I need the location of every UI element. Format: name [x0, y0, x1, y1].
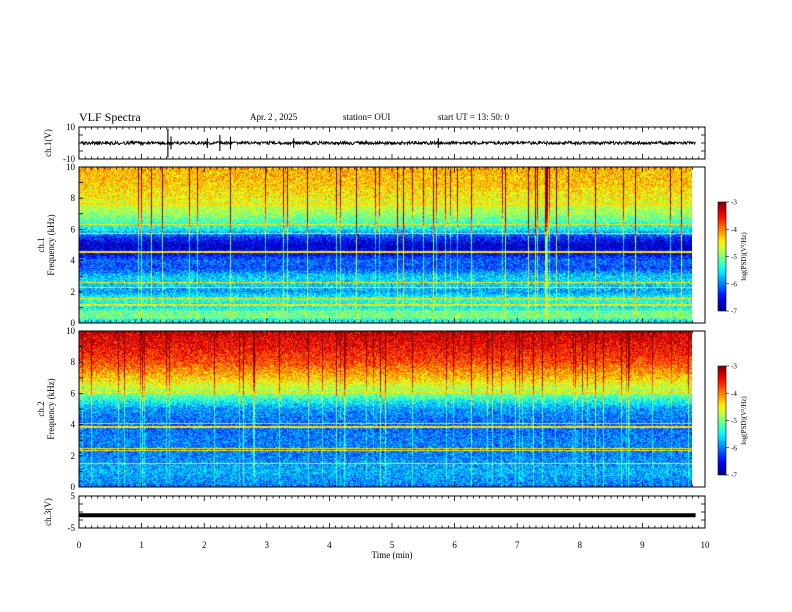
ch1-spectrogram-y-tick-label: 10 [66, 162, 76, 172]
ch1-waveform-trace [79, 139, 696, 147]
ch2-spectrogram-ylabel: Frequency (kHz) [46, 378, 56, 439]
ch1-spectrogram-y-tick-label: 6 [71, 224, 76, 234]
ch1-spectrogram-frame [78, 166, 706, 324]
ch2-spectrogram-colorbar-tick-label: -5 [731, 417, 737, 425]
station-label: station= OUI [343, 112, 391, 122]
ch1-waveform-y-tick-label: -10 [63, 154, 75, 164]
ch2-spectrogram-y-tick-label: 0 [71, 482, 76, 492]
ch1-waveform-ylabel: ch.1(V) [43, 129, 53, 157]
date-label: Apr. 2 , 2025 [250, 112, 298, 122]
x-tick-label: 3 [265, 540, 270, 550]
ch2-spectrogram-empty-region [695, 331, 705, 487]
x-tick-label: 9 [640, 540, 645, 550]
x-tick-label: 4 [327, 540, 332, 550]
ch2-spectrogram-colorbar-tick-label: -3 [731, 363, 737, 371]
ch1-spectrogram-empty-region [695, 167, 705, 323]
start-time-label: start UT = 13: 50: 0 [438, 112, 510, 122]
x-tick-label: 10 [701, 540, 711, 550]
ch1-spectrogram-colorbar-tick-label: -6 [731, 280, 737, 288]
ch2-spectrogram-colorbar-tick-label: -4 [731, 390, 737, 398]
ch2-spectrogram-colorbar-tick-label: -6 [731, 444, 737, 452]
ch2-spectrogram-colorbar-tick-label: -7 [731, 472, 737, 480]
ch2-spectrogram-y-tick-label: 10 [66, 326, 76, 336]
figure-title: VLF Spectra [79, 110, 141, 124]
x-tick-label: 8 [578, 540, 583, 550]
x-tick-label: 6 [452, 540, 457, 550]
ch1-spectrogram-colorbar-tick-label: -4 [731, 226, 737, 234]
x-axis-title: Time (min) [372, 550, 413, 560]
x-tick-label: 5 [390, 540, 395, 550]
ch1-spectrogram-y-tick-label: 2 [71, 287, 76, 297]
ch1-spectrogram-y-tick-label: 4 [71, 256, 76, 266]
ch2-spectrogram-frame [78, 330, 706, 488]
ch3-waveform-y-tick-label: 5 [71, 491, 76, 501]
ch1-spectrogram-colorbar-tick-label: -5 [731, 253, 737, 261]
x-tick-label: 1 [139, 540, 144, 550]
ch1-spectrogram-y-tick-label: 8 [71, 193, 76, 203]
x-tick-label: 0 [77, 540, 82, 550]
ch1-spectrogram-colorbar-tick-label: -7 [731, 308, 737, 316]
ch2-spectrogram-y-tick-label: 2 [71, 451, 76, 461]
ch1-spectrogram-colorbar-tick-label: -3 [731, 199, 737, 207]
ch1-spectrogram-ylabel: Frequency (kHz) [46, 214, 56, 275]
ch2-spectrogram-colorbar-label: log(PSD)(V²/Hz) [740, 396, 748, 445]
ch2-spectrogram-ylabel: ch.2 [36, 401, 46, 416]
ch1-spectrogram-image [79, 167, 692, 323]
ch1-waveform-y-tick-label: 10 [66, 122, 76, 132]
ch3-waveform-ylabel: ch.3(V) [43, 498, 53, 526]
ch1-spectrogram-colorbar [717, 201, 727, 312]
ch2-spectrogram-colorbar [717, 365, 727, 476]
ch1-spectrogram-ylabel: ch.1 [36, 237, 46, 252]
ch1-spectrogram-y-tick-label: 0 [71, 318, 76, 328]
ch2-spectrogram-image [79, 331, 692, 487]
x-tick-label: 2 [202, 540, 207, 550]
ch3-waveform-y-tick-label: -5 [68, 523, 76, 533]
ch2-spectrogram-y-tick-label: 8 [71, 357, 76, 367]
ch1-spectrogram-colorbar-label: log(PSD)(V²/Hz) [740, 232, 748, 281]
ch2-spectrogram-y-tick-label: 6 [71, 388, 76, 398]
x-tick-label: 7 [515, 540, 520, 550]
ch2-spectrogram-y-tick-label: 4 [71, 420, 76, 430]
